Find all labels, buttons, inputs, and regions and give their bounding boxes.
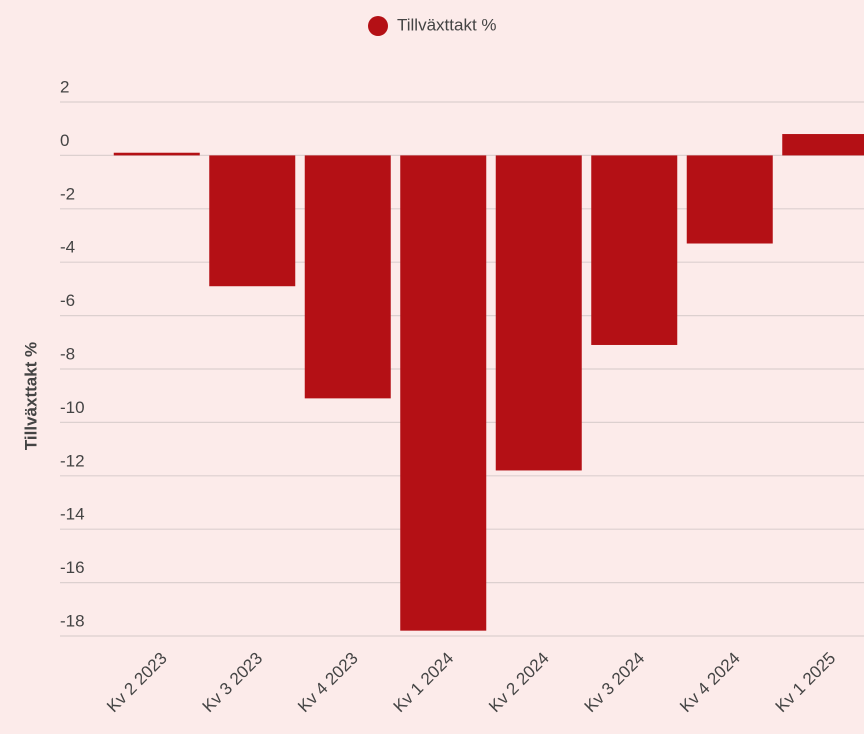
x-tick-label: Kv 1 2025	[772, 649, 840, 717]
x-tick-label: Kv 4 2023	[294, 649, 362, 717]
y-tick-label: -4	[60, 238, 75, 257]
bar	[209, 155, 296, 287]
x-tick-label: Kv 3 2023	[199, 649, 267, 717]
bar	[113, 152, 200, 156]
y-tick-label: 0	[60, 131, 69, 150]
y-tick-label: 2	[60, 77, 69, 96]
x-tick-label: Kv 2 2024	[485, 649, 553, 717]
x-tick-label: Kv 2 2023	[103, 649, 171, 717]
y-tick-label: -2	[60, 184, 75, 203]
legend-marker	[368, 16, 388, 36]
x-tick-label: Kv 3 2024	[581, 649, 649, 717]
x-tick-label: Kv 4 2024	[676, 649, 744, 717]
y-tick-label: -8	[60, 344, 75, 363]
y-tick-label: -18	[60, 611, 85, 630]
y-axis-label: Tillväxttakt %	[21, 342, 40, 450]
bar	[495, 155, 582, 471]
y-tick-label: -12	[60, 451, 85, 470]
bar	[400, 155, 487, 631]
bar	[304, 155, 391, 399]
legend-label: Tillväxttakt %	[397, 15, 497, 34]
y-tick-label: -14	[60, 505, 85, 524]
y-tick-label: -16	[60, 558, 85, 577]
bar	[686, 155, 773, 244]
bar	[782, 134, 864, 156]
x-tick-label: Kv 1 2024	[390, 649, 458, 717]
bar	[591, 155, 678, 345]
y-tick-label: -6	[60, 291, 75, 310]
y-tick-label: -10	[60, 398, 85, 417]
